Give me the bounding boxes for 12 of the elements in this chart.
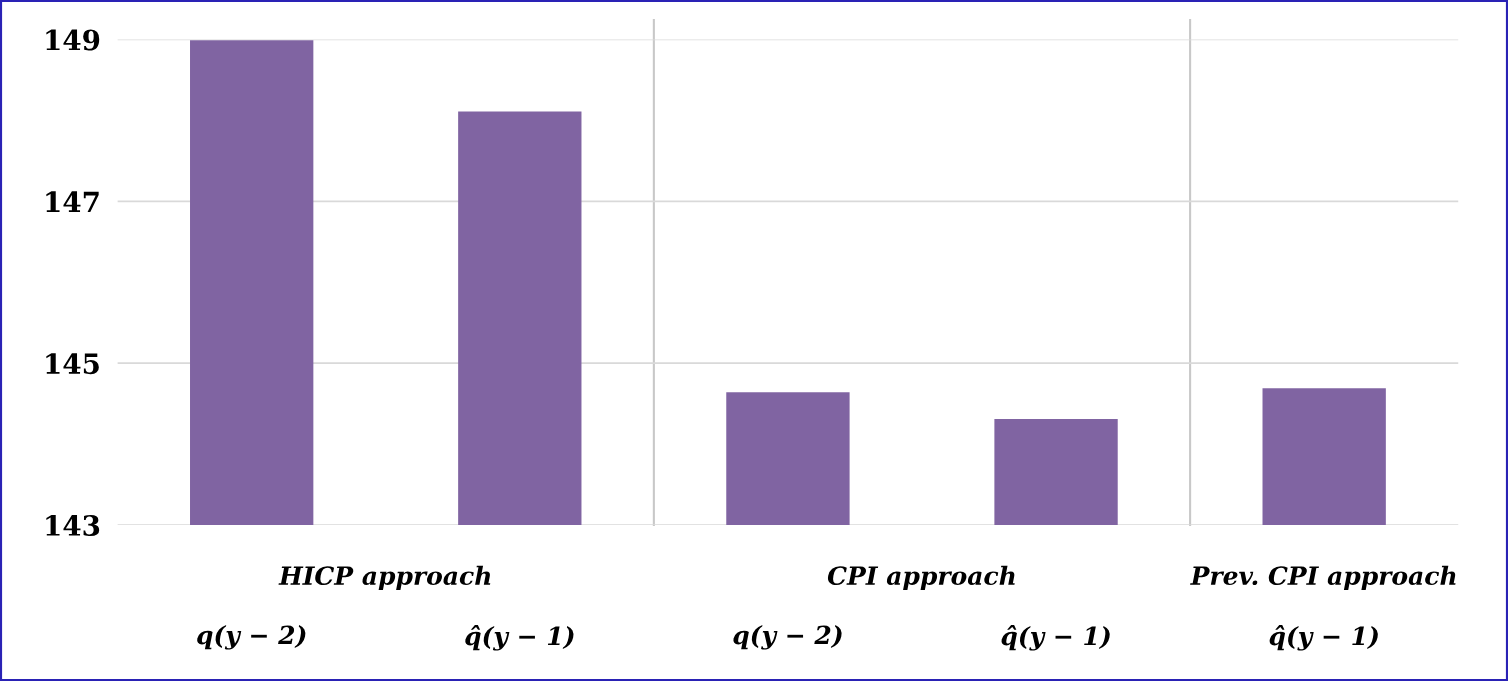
y-tick-label: 149 xyxy=(46,29,100,51)
text: HICP approach xyxy=(278,565,491,590)
y-tick-label: 147 xyxy=(46,191,99,212)
text: CPI approach xyxy=(827,565,1015,590)
x-tick-label: q̂(y − 1) xyxy=(465,625,574,651)
x-tick-label: q(y − 2) xyxy=(733,625,842,650)
y-tick-label: 145 xyxy=(46,353,99,375)
x-tick-label: q̂(y − 1) xyxy=(1269,625,1378,651)
x-tick-label: q(y − 2) xyxy=(197,625,306,650)
x-tick-label: q̂(y − 1) xyxy=(1001,625,1110,651)
y-tick-label: 143 xyxy=(46,514,100,536)
text: Prev. CPI approach xyxy=(1190,565,1456,590)
